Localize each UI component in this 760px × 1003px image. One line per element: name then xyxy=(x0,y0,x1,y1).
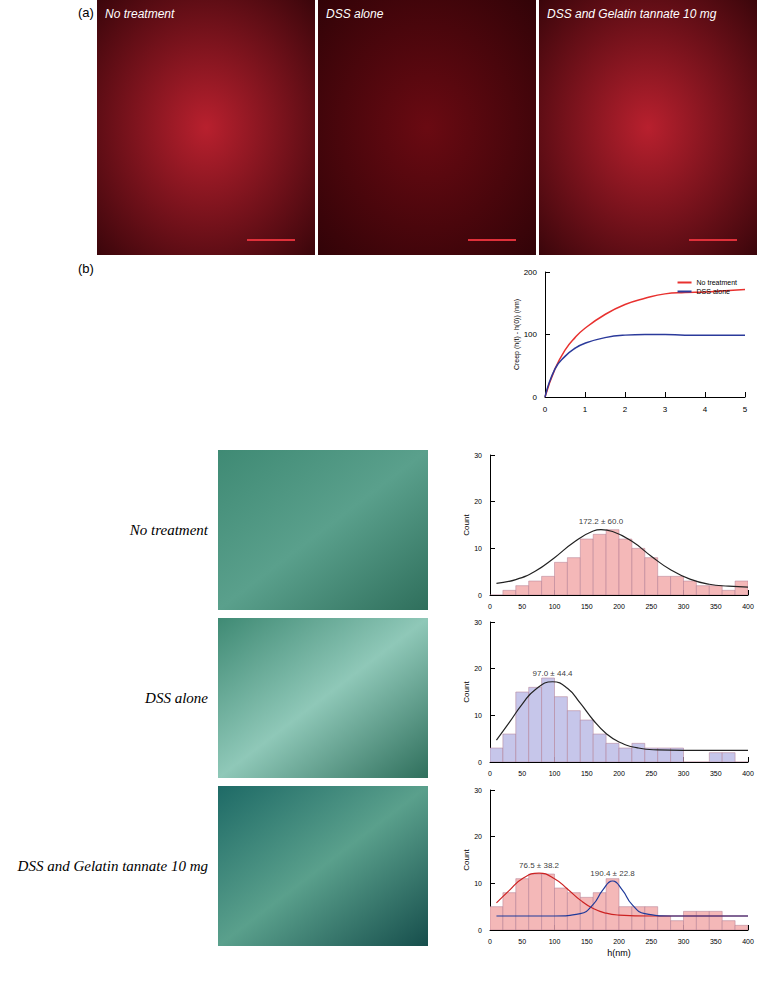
svg-text:350: 350 xyxy=(710,603,722,610)
svg-text:50: 50 xyxy=(518,938,526,945)
svg-text:(b): (b) xyxy=(78,261,94,276)
svg-text:250: 250 xyxy=(645,770,657,777)
svg-text:No treatment: No treatment xyxy=(129,522,209,538)
svg-text:76.5 ± 38.2: 76.5 ± 38.2 xyxy=(519,861,560,870)
svg-text:30: 30 xyxy=(474,787,482,794)
svg-text:400: 400 xyxy=(742,770,754,777)
svg-text:300: 300 xyxy=(678,770,690,777)
svg-text:250: 250 xyxy=(645,603,657,610)
svg-text:3: 3 xyxy=(663,405,668,414)
svg-text:350: 350 xyxy=(710,770,722,777)
svg-text:DSS alone: DSS alone xyxy=(144,690,208,706)
svg-text:0: 0 xyxy=(543,405,548,414)
svg-text:50: 50 xyxy=(518,770,526,777)
svg-text:0: 0 xyxy=(488,770,492,777)
svg-text:Count: Count xyxy=(462,514,471,536)
svg-text:97.0 ± 44.4: 97.0 ± 44.4 xyxy=(533,669,574,678)
svg-text:(a): (a) xyxy=(78,5,94,20)
svg-text:190.4 ± 22.8: 190.4 ± 22.8 xyxy=(590,869,635,878)
svg-text:300: 300 xyxy=(678,603,690,610)
svg-text:400: 400 xyxy=(742,603,754,610)
svg-text:350: 350 xyxy=(710,938,722,945)
svg-text:200: 200 xyxy=(613,770,625,777)
svg-text:Count: Count xyxy=(462,681,471,703)
svg-text:20: 20 xyxy=(474,665,482,672)
svg-text:10: 10 xyxy=(474,880,482,887)
svg-text:30: 30 xyxy=(474,619,482,626)
svg-text:10: 10 xyxy=(474,712,482,719)
svg-text:20: 20 xyxy=(474,498,482,505)
svg-text:30: 30 xyxy=(474,452,482,459)
svg-text:0: 0 xyxy=(488,603,492,610)
svg-text:DSS alone: DSS alone xyxy=(697,288,731,295)
svg-text:200: 200 xyxy=(524,268,538,277)
svg-text:1: 1 xyxy=(583,405,588,414)
svg-text:100: 100 xyxy=(549,603,561,610)
svg-text:0: 0 xyxy=(478,927,482,934)
svg-text:10: 10 xyxy=(474,545,482,552)
svg-text:150: 150 xyxy=(581,603,593,610)
svg-text:300: 300 xyxy=(678,938,690,945)
svg-text:20: 20 xyxy=(474,833,482,840)
svg-text:4: 4 xyxy=(703,405,708,414)
svg-text:5: 5 xyxy=(743,405,748,414)
svg-text:DSS and Gelatin tannate 10 mg: DSS and Gelatin tannate 10 mg xyxy=(547,7,717,21)
svg-text:200: 200 xyxy=(613,938,625,945)
svg-text:0: 0 xyxy=(488,938,492,945)
svg-text:172.2 ± 60.0: 172.2 ± 60.0 xyxy=(579,517,624,526)
svg-text:No treatment: No treatment xyxy=(105,7,175,21)
svg-text:100: 100 xyxy=(549,938,561,945)
svg-text:0: 0 xyxy=(478,759,482,766)
svg-text:100: 100 xyxy=(549,770,561,777)
svg-text:No treatment: No treatment xyxy=(697,279,738,286)
svg-text:Count: Count xyxy=(462,849,471,871)
svg-text:0: 0 xyxy=(478,592,482,599)
svg-text:400: 400 xyxy=(742,938,754,945)
svg-text:150: 150 xyxy=(581,770,593,777)
svg-text:50: 50 xyxy=(518,603,526,610)
svg-text:2: 2 xyxy=(623,405,628,414)
svg-text:250: 250 xyxy=(645,938,657,945)
svg-text:Creep (h(t) - h(0)) (nm): Creep (h(t) - h(0)) (nm) xyxy=(513,299,521,370)
svg-text:150: 150 xyxy=(581,938,593,945)
svg-text:h(nm): h(nm) xyxy=(607,948,631,958)
svg-text:100: 100 xyxy=(524,330,538,339)
svg-text:0: 0 xyxy=(533,393,538,402)
svg-text:DSS and Gelatin tannate 10 mg: DSS and Gelatin tannate 10 mg xyxy=(17,858,209,874)
svg-text:DSS alone: DSS alone xyxy=(326,7,384,21)
svg-text:200: 200 xyxy=(613,603,625,610)
